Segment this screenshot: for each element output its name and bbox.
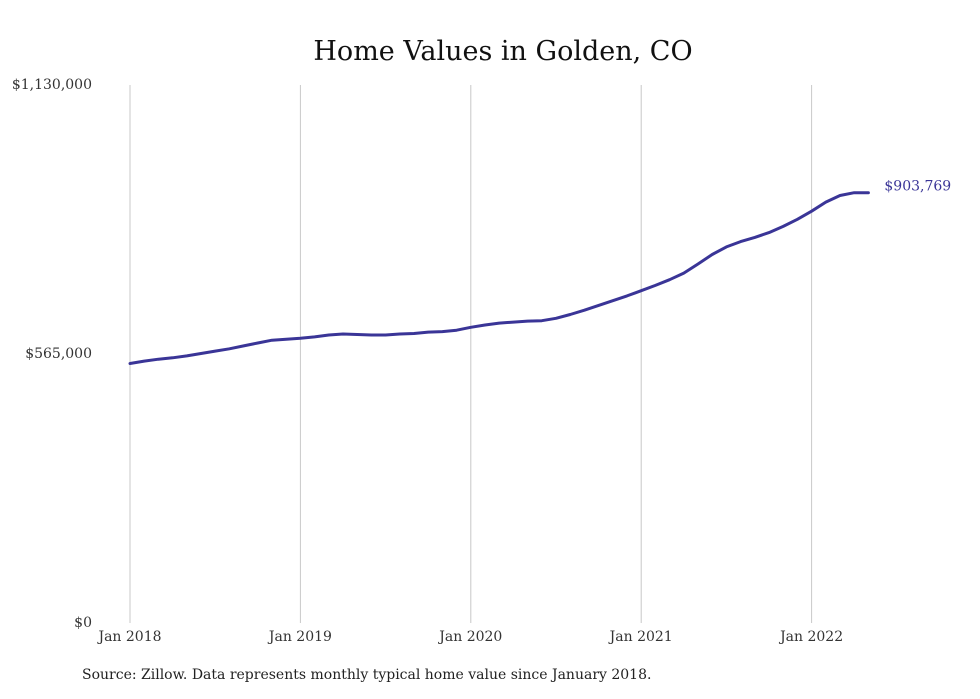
y-axis-ticks: $0 $565,000 $1,130,000: [12, 77, 92, 631]
x-tick-label-1: Jan 2019: [267, 629, 332, 645]
y-tick-label-2: $1,130,000: [12, 77, 92, 93]
x-axis-ticks: Jan 2018 Jan 2019 Jan 2020 Jan 2021 Jan 2022: [96, 629, 843, 645]
source-note: Source: Zillow. Data represents monthly …: [82, 667, 652, 683]
x-tick-label-2: Jan 2020: [437, 629, 502, 645]
series-line: [128, 191, 870, 365]
y-tick-label-0: $0: [74, 615, 92, 631]
x-tick-label-3: Jan 2021: [608, 629, 673, 645]
series-group: [128, 191, 870, 365]
x-tick-label-4: Jan 2022: [778, 629, 843, 645]
gridlines: [129, 85, 813, 623]
x-tick-label-0: Jan 2018: [96, 629, 161, 645]
y-tick-label-1: $565,000: [25, 346, 92, 362]
chart-title: Home Values in Golden, CO: [313, 36, 692, 67]
end-value-label: $903,769: [884, 179, 951, 195]
